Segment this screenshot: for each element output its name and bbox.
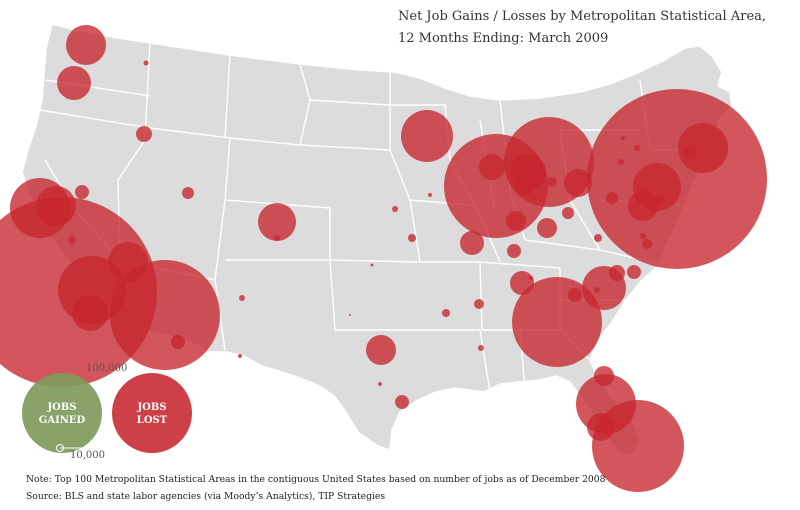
- msa-job-loss-bubble: [238, 354, 242, 358]
- msa-job-loss-bubble: [401, 110, 453, 162]
- msa-job-loss-bubble: [110, 260, 220, 370]
- footnotes: Note: Top 100 Metropolitan Statistical A…: [26, 471, 605, 505]
- msa-job-loss-bubble: [627, 265, 641, 279]
- msa-job-loss-bubble: [618, 159, 624, 165]
- msa-job-loss-bubble: [594, 234, 602, 242]
- msa-job-loss-bubble: [182, 187, 194, 199]
- msa-job-loss-bubble: [529, 276, 533, 280]
- msa-job-loss-bubble: [594, 287, 600, 293]
- msa-job-loss-bubble: [537, 218, 557, 238]
- legend-size-small-label: 10,000: [70, 450, 105, 461]
- msa-job-loss-bubble: [274, 235, 280, 241]
- msa-job-loss-bubble: [143, 60, 149, 66]
- msa-job-loss-bubble: [136, 126, 152, 142]
- msa-job-loss-bubble: [171, 335, 185, 349]
- title-line-2: 12 Months Ending: March 2009: [398, 31, 609, 46]
- msa-job-loss-bubble: [258, 203, 296, 241]
- msa-job-loss-bubble: [609, 265, 625, 281]
- msa-job-loss-bubble: [378, 382, 382, 386]
- msa-job-loss-bubble: [72, 295, 108, 331]
- msa-job-loss-bubble: [239, 295, 245, 301]
- msa-job-loss-bubble: [479, 154, 505, 180]
- msa-job-loss-bubble: [428, 193, 432, 197]
- msa-job-loss-bubble: [392, 206, 398, 212]
- msa-job-loss-bubble: [592, 400, 684, 492]
- title-line-1: Net Job Gains / Losses by Metropolitan S…: [398, 9, 767, 24]
- msa-job-loss-bubble: [568, 288, 582, 302]
- msa-job-loss-bubble: [75, 185, 89, 199]
- msa-job-loss-bubble: [628, 191, 658, 221]
- msa-job-loss-bubble: [349, 314, 351, 316]
- msa-job-loss-bubble: [474, 299, 484, 309]
- msa-job-loss-bubble: [547, 177, 557, 187]
- msa-job-loss-bubble: [366, 335, 396, 365]
- msa-job-loss-bubble: [564, 169, 592, 197]
- msa-job-loss-bubble: [683, 145, 697, 159]
- msa-job-loss-bubble: [506, 211, 526, 231]
- msa-job-loss-bubble: [370, 263, 374, 267]
- msa-job-loss-bubble: [57, 66, 91, 100]
- msa-job-loss-bubble: [640, 233, 646, 239]
- note-text: Note: Top 100 Metropolitan Statistical A…: [26, 474, 606, 485]
- msa-job-loss-bubble: [408, 234, 416, 242]
- msa-job-loss-bubble: [621, 136, 625, 140]
- legend-size-large: 100,000: [86, 363, 128, 374]
- msa-job-loss-bubble: [510, 154, 546, 190]
- msa-job-loss-bubble: [66, 25, 106, 65]
- legend-gained-label: JOBS GAINED: [38, 402, 86, 426]
- msa-job-loss-bubble: [478, 345, 484, 351]
- map-title: Net Job Gains / Losses by Metropolitan S…: [398, 6, 798, 50]
- source-text: Source: BLS and state labor agencies (vi…: [26, 491, 386, 502]
- msa-bubbles: [0, 25, 767, 492]
- msa-job-loss-bubble: [395, 395, 409, 409]
- msa-job-loss-bubble: [642, 239, 652, 249]
- msa-job-loss-bubble: [634, 145, 640, 151]
- msa-job-loss-bubble: [460, 231, 484, 255]
- legend-lost-label: JOBS LOST: [136, 402, 168, 426]
- msa-job-loss-bubble: [442, 309, 450, 317]
- msa-job-loss-bubble: [507, 244, 521, 258]
- msa-job-loss-bubble: [678, 123, 728, 173]
- msa-job-loss-bubble: [562, 207, 574, 219]
